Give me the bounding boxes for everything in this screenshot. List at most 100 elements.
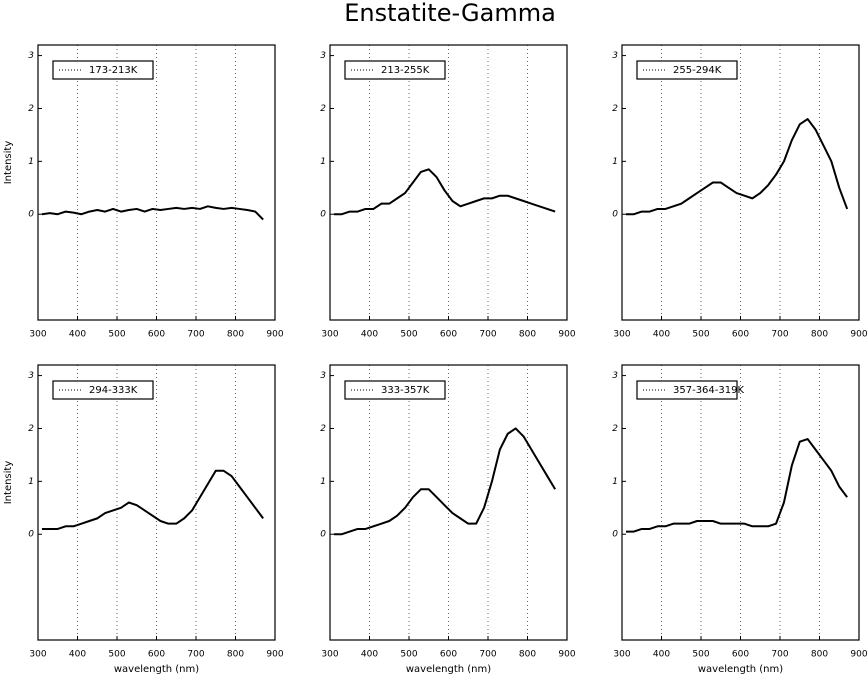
x-tick-label: 300 (321, 650, 338, 660)
data-line (41, 469, 264, 530)
x-tick-label: 300 (613, 330, 630, 340)
data-line (625, 118, 849, 216)
legend-label: 294-333K (89, 385, 138, 396)
y-axis-label: Intensity (3, 461, 14, 505)
x-tick-label: 900 (850, 650, 867, 660)
y-tick-label: 3 (28, 51, 34, 61)
data-line (41, 205, 264, 221)
y-tick-label: 1 (28, 477, 34, 487)
x-tick-label: 500 (400, 650, 417, 660)
x-tick-label: 800 (519, 650, 536, 660)
x-tick-label: 500 (108, 330, 125, 340)
y-tick-label: 0 (612, 530, 618, 540)
x-tick-label: 800 (519, 330, 536, 340)
x-tick-label: 600 (148, 330, 165, 340)
x-tick-label: 900 (558, 330, 575, 340)
x-tick-label: 600 (440, 330, 457, 340)
x-tick-label: 500 (108, 650, 125, 660)
x-tick-label: 600 (148, 650, 165, 660)
x-tick-label: 900 (266, 330, 283, 340)
y-tick-label: 3 (612, 51, 618, 61)
x-tick-label: 400 (361, 330, 378, 340)
panel: 300 400 500 600 700 800 900 0 1 2 3 wavelength (nm)… (612, 364, 867, 674)
x-tick-label: 300 (321, 330, 338, 340)
x-tick-label: 400 (69, 650, 86, 660)
x-tick-label: 400 (361, 650, 378, 660)
x-tick-label: 700 (187, 650, 204, 660)
y-tick-label: 2 (320, 424, 326, 434)
legend-label: 357-364-319K (673, 385, 744, 396)
plot-frame (621, 364, 860, 641)
y-tick-label: 1 (612, 157, 618, 167)
data-line (333, 168, 556, 216)
legend-box (344, 60, 446, 80)
x-tick-label: 600 (440, 650, 457, 660)
x-tick-label: 700 (187, 330, 204, 340)
y-tick-label: 1 (320, 157, 326, 167)
y-tick-label: 2 (612, 424, 618, 434)
legend-label: 213-255K (381, 65, 430, 76)
y-tick-label: 0 (28, 530, 34, 540)
x-tick-label: 400 (653, 650, 670, 660)
plot-frame (621, 44, 860, 321)
y-tick-label: 0 (28, 210, 34, 220)
y-tick-label: 3 (320, 51, 326, 61)
x-tick-label: 800 (227, 650, 244, 660)
panel: 300 400 500 600 700 800 900 0 1 2 3 255-294K (612, 44, 867, 340)
y-tick-label: 2 (320, 104, 326, 114)
y-tick-label: 3 (320, 371, 326, 381)
plot-frame (37, 364, 276, 641)
y-tick-label: 0 (612, 210, 618, 220)
y-tick-label: 3 (28, 371, 34, 381)
y-tick-label: 0 (320, 530, 326, 540)
x-tick-label: 500 (692, 330, 709, 340)
panel: 300 400 500 600 700 800 900 0 1 2 3 wavelength (nm)… (320, 364, 576, 674)
x-tick-label: 500 (400, 330, 417, 340)
x-tick-label: 700 (771, 650, 788, 660)
y-tick-label: 1 (320, 477, 326, 487)
x-tick-label: 700 (771, 330, 788, 340)
x-axis-label: wavelength (nm) (406, 664, 491, 674)
x-tick-label: 900 (850, 330, 867, 340)
plot-frame (37, 44, 276, 321)
x-tick-label: 800 (811, 330, 828, 340)
x-tick-label: 800 (811, 650, 828, 660)
x-tick-label: 400 (69, 330, 86, 340)
x-tick-label: 500 (692, 650, 709, 660)
x-tick-label: 600 (732, 330, 749, 340)
data-line (625, 438, 848, 533)
plot-frame (329, 44, 568, 321)
x-tick-label: 300 (613, 650, 630, 660)
y-tick-label: 2 (612, 104, 618, 114)
y-tick-label: 0 (320, 210, 326, 220)
legend-label: 255-294K (673, 65, 722, 76)
x-tick-label: 900 (558, 650, 575, 660)
x-tick-label: 600 (732, 650, 749, 660)
plot-frame (329, 364, 568, 641)
y-tick-label: 2 (28, 104, 34, 114)
y-tick-label: 2 (28, 424, 34, 434)
y-tick-label: 1 (612, 477, 618, 487)
legend-box (636, 380, 738, 400)
x-tick-label: 300 (29, 650, 46, 660)
figure-title: Enstatite-Gamma (344, 0, 556, 27)
legend-box (52, 380, 154, 400)
panel: 300 400 500 600 700 800 900 0 1 2 3 213-255K (320, 44, 576, 340)
legend-label: 173-213K (89, 65, 138, 76)
y-axis-label: Intensity (3, 141, 14, 185)
x-tick-label: 400 (653, 330, 670, 340)
y-tick-label: 3 (612, 371, 618, 381)
y-tick-label: 1 (28, 157, 34, 167)
x-tick-label: 800 (227, 330, 244, 340)
legend-box (636, 60, 738, 80)
panel: 300 400 500 600 700 800 900 0 1 2 3 Intensity 173-21… (3, 44, 284, 340)
legend-box (52, 60, 154, 80)
x-axis-label: wavelength (nm) (114, 664, 199, 674)
legend-box (344, 380, 446, 400)
legend-label: 333-357K (381, 385, 430, 396)
data-line (333, 427, 557, 536)
x-tick-label: 300 (29, 330, 46, 340)
panel: 300 400 500 600 700 800 900 0 1 2 3 wavelength (nm)… (3, 364, 284, 674)
